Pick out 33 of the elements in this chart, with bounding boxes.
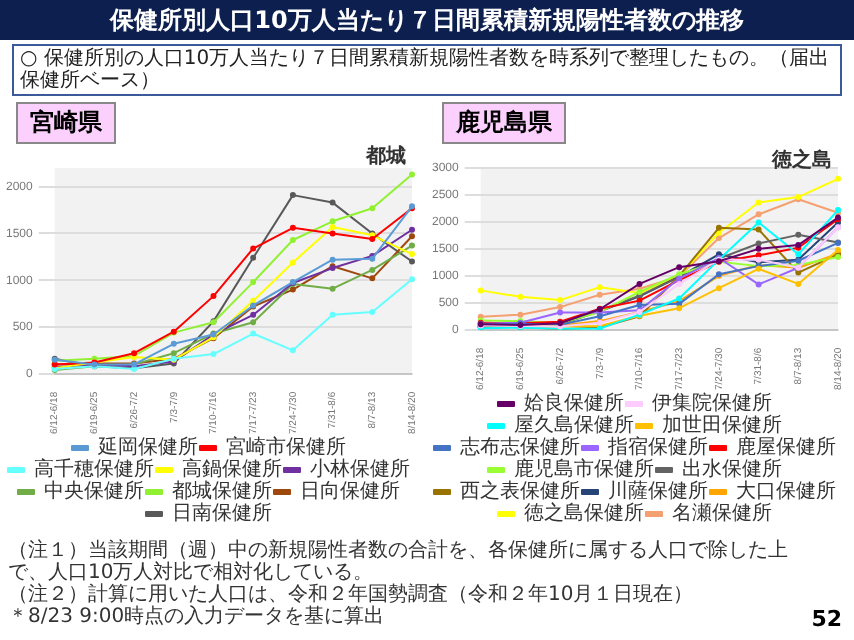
legend-label: 名瀬保健所 <box>672 501 772 526</box>
legend-label: 鹿児島市保健所 <box>514 457 654 482</box>
legend-label: 屋久島保健所 <box>514 413 634 438</box>
legend-label: 出水保健所 <box>682 457 782 482</box>
legend-label: 指宿保健所 <box>606 435 708 460</box>
text: ○ 保健所別の人口10万人当たり７日間累積新規陽性者数を時系列で整理したもの。（届出保健所ベース） <box>12 44 842 96</box>
legend-label: 徳之島保健所 <box>524 501 644 526</box>
text: ＊8/23 9:00時点の入力データを基に算出 <box>8 606 387 628</box>
legend-label: 中央保健所 <box>44 479 144 504</box>
text: 保健所別人口10万人当たり７日間累積新規陽性者数の推移 <box>0 0 854 40</box>
annotation: 都城 <box>364 143 406 168</box>
legend-label: 都城保健所 <box>172 479 272 504</box>
legend-label: 日南保健所 <box>172 501 272 526</box>
legend-label: 伊集院保健所 <box>652 391 772 416</box>
chart-title: 宮崎県 <box>16 102 116 144</box>
legend-label: 姶良保健所 <box>524 391 624 416</box>
legend-label: 加世田保健所 <box>662 413 782 438</box>
text: 52 <box>811 606 842 632</box>
legend-label: 高鍋保健所 <box>182 457 282 482</box>
legend-label: 川薩保健所 <box>608 479 708 504</box>
legend-label: 延岡保健所 <box>96 435 198 460</box>
legend-label: 宮崎市保健所 <box>226 435 346 460</box>
annotation: 徳之島 <box>770 147 832 172</box>
legend-label: 日向保健所 <box>300 479 400 504</box>
legend-label: 大口保健所 <box>736 479 836 504</box>
legend-label: 志布志保健所 <box>460 435 580 460</box>
text: （注２）計算に用いた人口は、令和２年国勢調査（令和２年10月１日現在） <box>8 584 696 606</box>
legend-label: 高千穂保健所 <box>34 457 154 482</box>
chart-title: 鹿児島県 <box>442 102 566 144</box>
text: （注１）当該期間（週）中の新規陽性者数の合計を、各保健所に属する人口で除した上で、人口10万人対比で相対化している。 <box>8 540 790 584</box>
legend-label: 西之表保健所 <box>460 479 580 504</box>
legend-label: 鹿屋保健所 <box>736 435 836 460</box>
legend-label: 小林保健所 <box>310 457 410 482</box>
